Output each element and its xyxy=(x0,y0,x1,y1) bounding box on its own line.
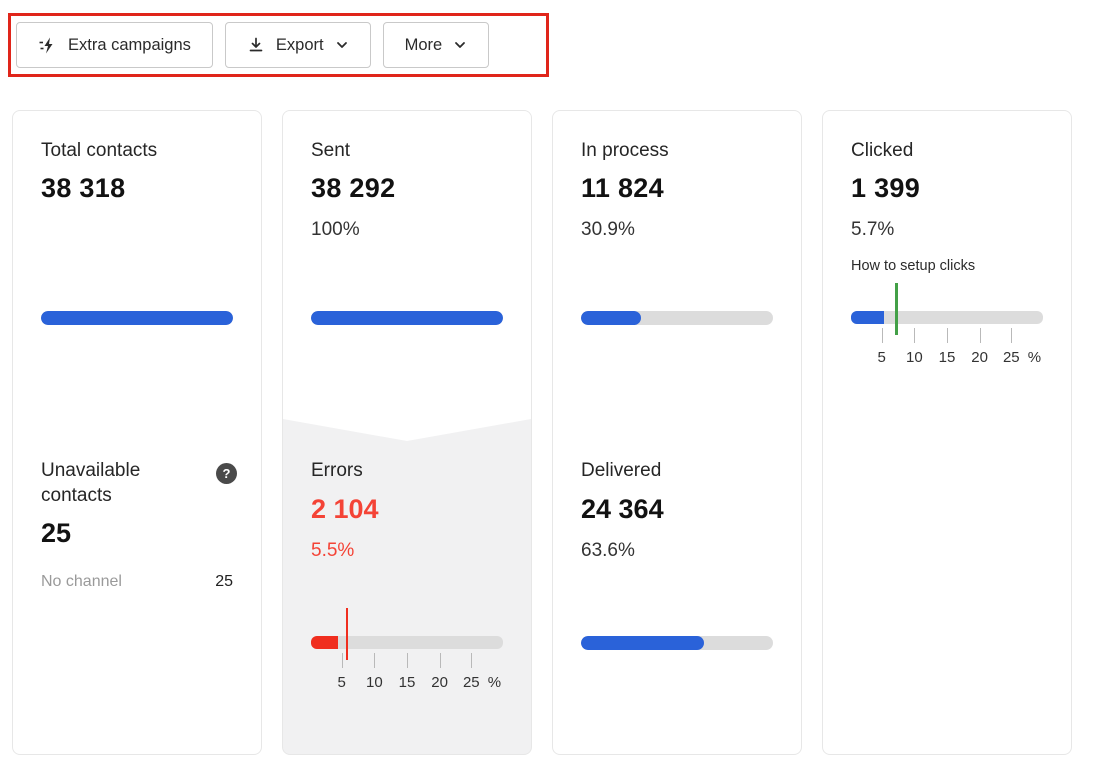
axis-tick xyxy=(341,653,343,668)
sent-title: Sent xyxy=(311,140,351,161)
axis-label: 5 xyxy=(877,349,886,366)
sent-bar-fill xyxy=(311,311,503,325)
chevron-down-icon xyxy=(335,38,349,52)
clicked-percent: 5.7% xyxy=(851,218,895,240)
errors-bar-track xyxy=(311,608,503,660)
axis-tick xyxy=(1011,328,1013,343)
campaign-flash-icon xyxy=(38,36,57,55)
axis-label: 10 xyxy=(906,349,923,366)
in-process-bar xyxy=(581,311,773,325)
axis-tick xyxy=(407,653,408,668)
export-button[interactable]: Export xyxy=(224,22,371,68)
chevron-down-icon xyxy=(453,38,467,52)
stats-cards-row: Total contacts 38 318 Unavailable contac… xyxy=(12,110,1072,755)
card-connector-arrow xyxy=(790,306,801,330)
clicked-benchmark-marker xyxy=(895,283,898,335)
axis-label: 15 xyxy=(398,674,416,691)
no-channel-value: 25 xyxy=(215,573,233,590)
axis-label: 25 xyxy=(462,674,480,691)
export-label: Export xyxy=(275,35,324,54)
sent-value: 38 292 xyxy=(311,172,396,203)
delivered-title: Delivered xyxy=(581,460,662,481)
axis-tick xyxy=(979,328,981,343)
clicked-bar-fill xyxy=(851,311,884,324)
axis-label: 15 xyxy=(938,349,956,366)
card-sent-errors: Sent 38 292 100% Errors 2 104 5.5% 5 10 … xyxy=(282,110,532,755)
total-contacts-title: Total contacts xyxy=(41,140,158,161)
in-process-title: In process xyxy=(581,140,669,161)
in-process-percent: 30.9% xyxy=(581,218,635,240)
clicked-mini-chart: 5 10 15 20 25 % xyxy=(851,283,1043,391)
total-contacts-value: 38 318 xyxy=(41,172,126,203)
axis-label: 5 xyxy=(337,674,346,691)
no-channel-label: No channel xyxy=(41,573,122,590)
total-contacts-bar-fill xyxy=(41,311,233,325)
in-process-value: 11 824 xyxy=(581,172,664,203)
delivered-bar-fill xyxy=(581,636,704,650)
errors-bar-fill xyxy=(311,636,338,649)
axis-label: 10 xyxy=(366,674,383,691)
toolbar: Extra campaigns Export More xyxy=(16,22,490,68)
clicked-bar-track xyxy=(851,283,1043,335)
card-connector-arrow xyxy=(250,306,261,330)
card-clicked: Clicked 1 399 5.7% How to setup clicks 5… xyxy=(822,110,1072,755)
card-total-contacts: Total contacts 38 318 Unavailable contac… xyxy=(12,110,262,755)
errors-title: Errors xyxy=(311,460,363,481)
how-to-setup-clicks-link[interactable]: How to setup clicks xyxy=(851,257,976,274)
errors-percent: 5.5% xyxy=(311,539,355,561)
unavailable-contacts-title: Unavailable contacts xyxy=(41,460,141,506)
axis-label: 25 xyxy=(1002,349,1020,366)
total-contacts-bar xyxy=(41,311,233,325)
extra-campaigns-button[interactable]: Extra campaigns xyxy=(16,22,213,68)
more-button[interactable]: More xyxy=(382,22,490,68)
delivered-percent: 63.6% xyxy=(581,539,635,561)
delivered-value: 24 364 xyxy=(581,493,664,524)
axis-tick xyxy=(374,653,376,668)
axis-label: 20 xyxy=(431,674,448,691)
sent-section-background xyxy=(283,111,531,441)
clicked-title: Clicked xyxy=(851,140,914,161)
errors-threshold-marker xyxy=(345,608,349,660)
axis-unit-label: % xyxy=(487,674,502,691)
axis-label: 20 xyxy=(971,349,988,366)
axis-tick xyxy=(881,328,883,343)
more-label: More xyxy=(404,35,443,54)
unavailable-contacts-value: 25 xyxy=(41,518,72,549)
no-channel-row: No channel 25 xyxy=(41,573,233,591)
download-icon xyxy=(247,36,265,54)
errors-mini-chart: 5 10 15 20 25 % xyxy=(311,608,503,716)
axis-unit-label: % xyxy=(1027,349,1042,366)
delivered-bar xyxy=(581,636,773,650)
extra-campaigns-label: Extra campaigns xyxy=(68,35,191,54)
errors-value: 2 104 xyxy=(311,493,379,524)
card-inprocess-delivered: In process 11 824 30.9% Delivered 24 364… xyxy=(552,110,802,755)
sent-bar xyxy=(311,311,503,325)
axis-tick xyxy=(471,653,473,668)
axis-tick xyxy=(914,328,916,343)
clicked-value: 1 399 xyxy=(851,172,921,203)
axis-tick xyxy=(947,328,948,343)
sent-percent: 100% xyxy=(311,218,360,240)
in-process-bar-fill xyxy=(581,311,641,325)
axis-tick xyxy=(439,653,441,668)
question-help-icon[interactable]: ? xyxy=(216,463,237,484)
